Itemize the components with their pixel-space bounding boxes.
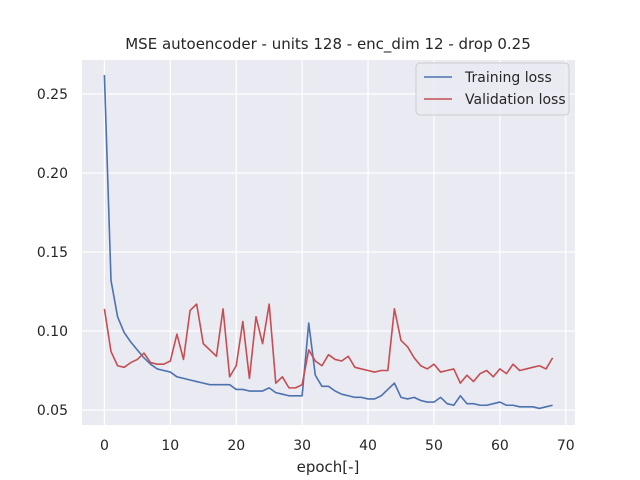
y-tick-label: 0.15 xyxy=(37,245,68,261)
x-tick-label: 0 xyxy=(100,438,109,454)
x-tick-label: 30 xyxy=(293,438,311,454)
x-tick-label: 70 xyxy=(557,438,575,454)
y-tick-label: 0.25 xyxy=(37,87,68,103)
x-tick-label: 10 xyxy=(161,438,179,454)
x-tick-label: 20 xyxy=(227,438,245,454)
legend-label-training: Training loss xyxy=(464,70,552,86)
legend: Training loss Validation loss xyxy=(415,62,570,116)
series-validation-loss-line xyxy=(103,303,554,389)
grid xyxy=(82,60,575,425)
y-tick-label: 0.20 xyxy=(37,166,68,182)
chart-title: MSE autoencoder - units 128 - enc_dim 12… xyxy=(125,35,531,54)
x-tick-label: 40 xyxy=(359,438,377,454)
series-training-loss-line xyxy=(103,74,553,410)
y-tick-label: 0.10 xyxy=(37,324,68,340)
legend-label-validation: Validation loss xyxy=(465,92,566,108)
x-tick-label: 60 xyxy=(491,438,509,454)
y-tick-label: 0.05 xyxy=(37,403,68,419)
legend-box xyxy=(415,62,570,116)
tick-labels: 0 10 20 30 40 50 60 70 0.05 0.10 0.15 0.20 0.25 xyxy=(37,87,575,454)
series-lines xyxy=(103,74,554,410)
x-tick-label: 50 xyxy=(425,438,443,454)
x-axis-label: epoch[-] xyxy=(297,458,360,476)
